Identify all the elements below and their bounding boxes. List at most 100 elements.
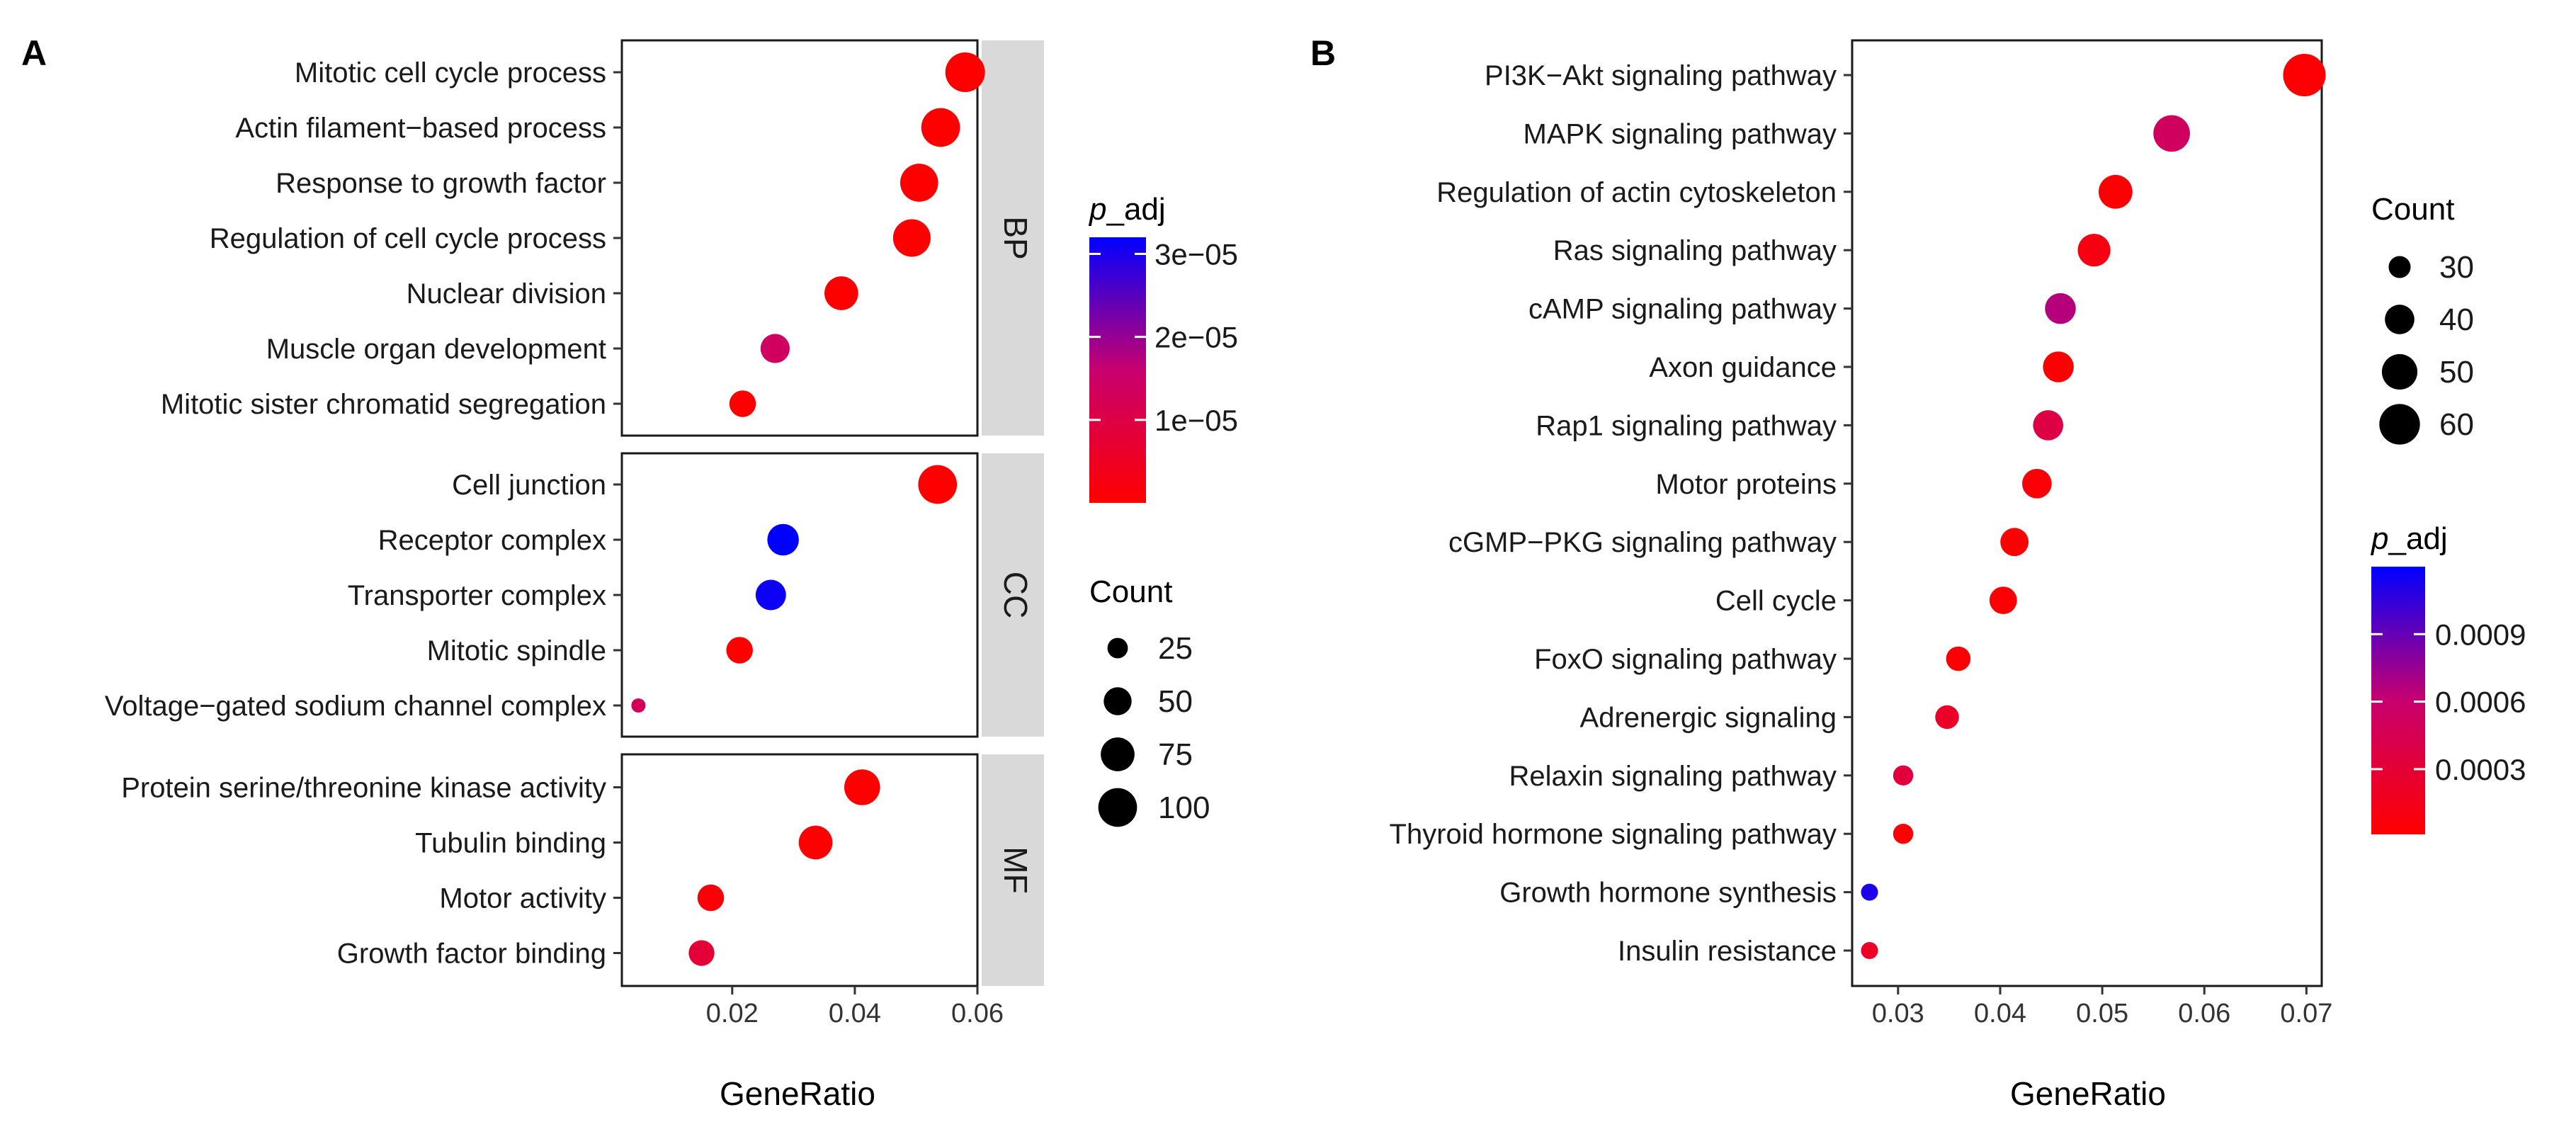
facet-label-cc: CC (997, 572, 1034, 618)
data-point (900, 164, 938, 202)
y-tick-label: Ras signaling pathway (1553, 235, 1837, 266)
y-tick-label: Receptor complex (378, 525, 606, 556)
colorbar-tick-label: 0.0006 (2435, 686, 2526, 719)
y-tick-label: Growth hormone synthesis (1499, 878, 1837, 909)
facet-strip-bp (982, 40, 1044, 436)
x-tick-label: 0.02 (706, 999, 759, 1028)
y-tick-label: Muscle organ development (266, 334, 606, 365)
y-tick-label: Regulation of actin cytoskeleton (1436, 177, 1837, 208)
size-legend-dot (1098, 788, 1137, 827)
facet-strip-cc (982, 453, 1044, 737)
x-tick-label: 0.03 (1872, 999, 1924, 1028)
size-legend-label: 75 (1158, 737, 1193, 772)
x-tick-label: 0.04 (829, 999, 881, 1028)
size-legend-dot (1107, 637, 1128, 659)
size-legend-label: 50 (1158, 684, 1193, 719)
facet-panel-border (620, 753, 979, 987)
data-point (767, 523, 799, 556)
panel-b-size-legend-title: Count (2371, 192, 2454, 227)
y-tick-label: Voltage−gated sodium channel complex (105, 691, 606, 722)
size-legend-dot (1103, 687, 1132, 715)
y-tick-label: Motor proteins (1655, 469, 1837, 500)
size-legend-label: 60 (2439, 407, 2474, 442)
colorbar-tick-label: 0.0003 (2435, 753, 2526, 786)
x-tick-label: 0.05 (2076, 999, 2128, 1028)
x-tick-label: 0.06 (951, 999, 1004, 1028)
size-legend-dot (1101, 737, 1135, 771)
y-tick-label: Cell junction (452, 470, 606, 501)
y-tick-label: Axon guidance (1649, 352, 1837, 383)
y-tick-label: Insulin resistance (1618, 936, 1837, 967)
y-tick-label: MAPK signaling pathway (1524, 118, 1837, 149)
data-point (824, 276, 858, 310)
data-point (2153, 115, 2190, 152)
data-point (729, 390, 756, 417)
data-point (798, 825, 833, 860)
data-point (918, 465, 958, 504)
panel-a-size-legend-title: Count (1089, 574, 1172, 609)
colorbar-tick-label: 2e−05 (1154, 321, 1238, 354)
data-point (844, 769, 880, 805)
data-point (2000, 528, 2029, 557)
y-tick-label: Mitotic spindle (427, 635, 606, 667)
data-point (2283, 54, 2326, 96)
panel-a-colorbar-ticks: 1e−05 2e−05 3e−05 (1089, 237, 1238, 437)
panel-b-xlabel: GeneRatio (2010, 1075, 2166, 1112)
data-point (2045, 293, 2076, 324)
panel-b-letter: B (1310, 33, 1336, 73)
data-point (697, 884, 725, 912)
colorbar-title-italic: p (2370, 521, 2388, 556)
data-point (1893, 823, 1914, 844)
y-tick-label: Mitotic cell cycle process (295, 57, 606, 89)
size-legend-label: 40 (2439, 302, 2474, 337)
y-tick-label: Thyroid hormone signaling pathway (1390, 819, 1837, 850)
y-tick-label: Growth factor binding (337, 939, 606, 970)
size-legend-label: 25 (1158, 631, 1193, 666)
data-point (1935, 705, 1959, 730)
data-point (2043, 351, 2074, 382)
y-tick-label: Rap1 signaling pathway (1536, 410, 1837, 441)
y-tick-label: Protein serine/threonine kinase activity (121, 773, 606, 804)
panel-b-colorbar-ticks: 0.0003 0.0006 0.0009 (2371, 618, 2526, 786)
size-legend-label: 50 (2439, 355, 2474, 390)
size-legend-dot (2385, 305, 2415, 334)
data-point (688, 940, 715, 966)
colorbar-tick-label: 1e−05 (1154, 404, 1238, 437)
y-tick-label: Response to growth factor (276, 168, 606, 199)
data-point (892, 219, 931, 257)
data-point (755, 579, 786, 611)
colorbar-tick-label: 3e−05 (1154, 237, 1238, 271)
data-point (945, 52, 985, 92)
size-legend-label: 30 (2439, 250, 2474, 285)
y-tick-label: Actin filament−based process (235, 113, 606, 144)
panel-b-size-legend-items: 30 40 50 60 (2379, 250, 2474, 445)
data-point (1946, 646, 1971, 671)
panel-a-size-legend-items: 25 50 75 100 (1098, 631, 1210, 827)
size-legend-dot (2381, 353, 2418, 390)
y-tick-label: cGMP−PKG signaling pathway (1448, 527, 1837, 558)
panel-b-colorbar-title: p_adj (2370, 521, 2448, 556)
y-tick-label: Nuclear division (407, 278, 606, 310)
data-point (760, 334, 790, 363)
panel-a-colorbar-title: p_adj (1088, 192, 1166, 227)
data-point (1861, 883, 1878, 901)
colorbar-title-rest: _adj (2388, 521, 2447, 556)
x-tick-label: 0.04 (1974, 999, 2026, 1028)
colorbar-title-italic: p (1088, 192, 1106, 227)
y-tick-label: cAMP signaling pathway (1528, 294, 1837, 325)
x-tick-label: 0.06 (2178, 999, 2230, 1028)
y-tick-label: Adrenergic signaling (1580, 702, 1837, 733)
data-point (726, 637, 753, 664)
y-tick-label: PI3K−Akt signaling pathway (1485, 60, 1837, 91)
y-tick-label: Tubulin binding (415, 828, 606, 859)
panel-a-letter: A (21, 33, 47, 73)
y-tick-label: Motor activity (439, 883, 606, 914)
panel-a-plot: BP Mitotic cell cycle process Actin filame… (105, 39, 1044, 1028)
data-point (2033, 410, 2064, 441)
data-point (2077, 234, 2111, 267)
panel-b-colorbar-legend: p_adj 0.0003 0.0006 0.0009 (2370, 521, 2526, 834)
y-tick-label: Mitotic sister chromatid segregation (161, 389, 606, 420)
data-point (2098, 174, 2133, 209)
y-tick-label: Transporter complex (348, 580, 606, 611)
